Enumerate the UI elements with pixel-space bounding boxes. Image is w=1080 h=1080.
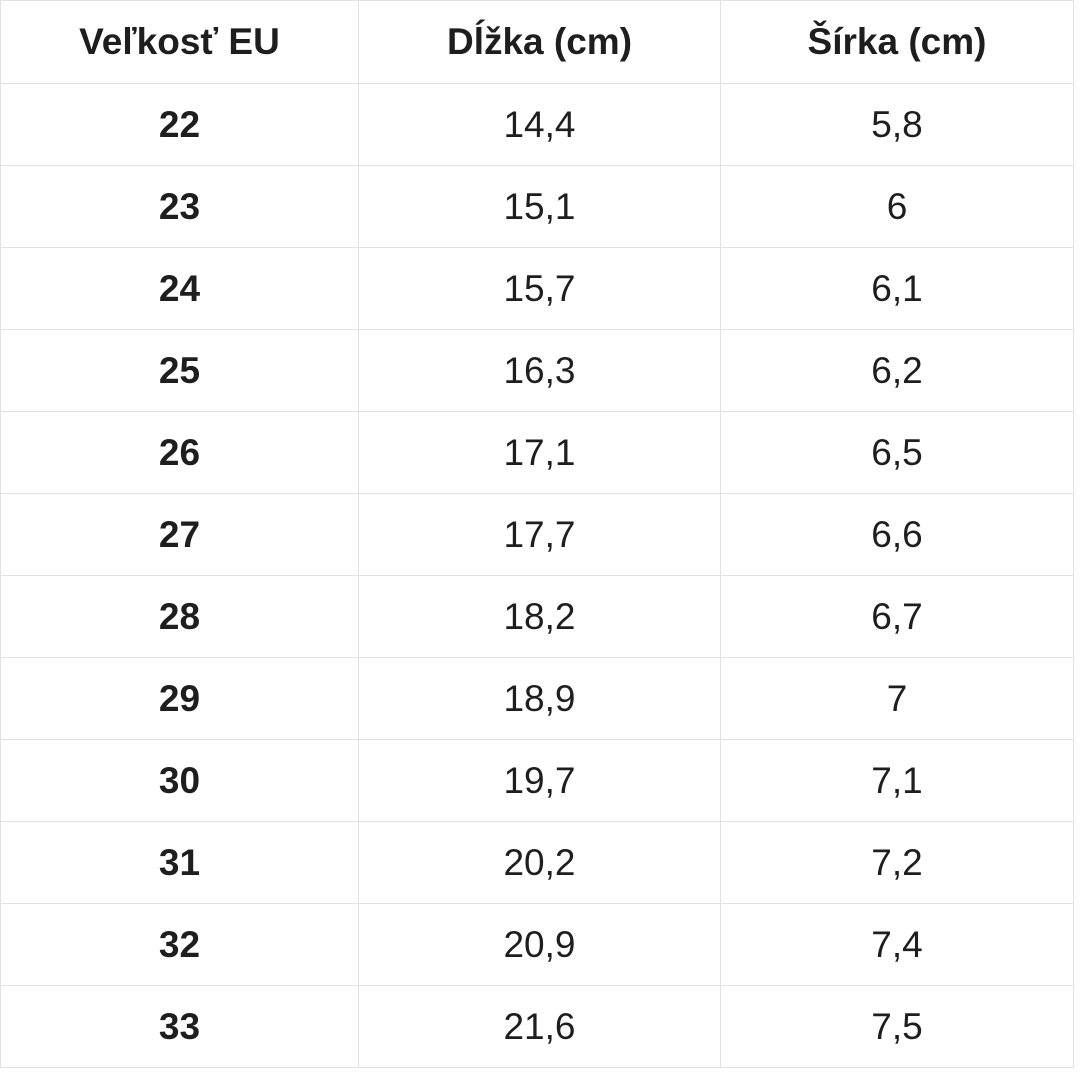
cell-eu-size: 29 xyxy=(0,657,359,740)
cell-width-cm: 6,1 xyxy=(720,247,1074,330)
cell-eu-size: 22 xyxy=(0,83,359,166)
cell-length-cm: 21,6 xyxy=(358,985,721,1068)
cell-eu-size: 27 xyxy=(0,493,359,576)
cell-eu-size: 30 xyxy=(0,739,359,822)
cell-eu-size: 28 xyxy=(0,575,359,658)
cell-width-cm: 7,5 xyxy=(720,985,1074,1068)
cell-length-cm: 14,4 xyxy=(358,83,721,166)
cell-length-cm: 20,2 xyxy=(358,821,721,904)
column-header-eu-size: Veľkosť EU xyxy=(0,0,359,84)
table-row: 33 21,6 7,5 xyxy=(0,985,1074,1068)
cell-length-cm: 16,3 xyxy=(358,329,721,412)
column-header-length-cm: Dĺžka (cm) xyxy=(358,0,721,84)
cell-width-cm: 6,5 xyxy=(720,411,1074,494)
cell-width-cm: 6,2 xyxy=(720,329,1074,412)
cell-eu-size: 23 xyxy=(0,165,359,248)
cell-width-cm: 7,2 xyxy=(720,821,1074,904)
cell-length-cm: 18,9 xyxy=(358,657,721,740)
cell-eu-size: 26 xyxy=(0,411,359,494)
cell-width-cm: 6,6 xyxy=(720,493,1074,576)
cell-width-cm: 6 xyxy=(720,165,1074,248)
cell-eu-size: 25 xyxy=(0,329,359,412)
cell-length-cm: 18,2 xyxy=(358,575,721,658)
table-row: 24 15,7 6,1 xyxy=(0,247,1074,330)
table-row: 31 20,2 7,2 xyxy=(0,821,1074,904)
table-row: 25 16,3 6,2 xyxy=(0,329,1074,412)
cell-width-cm: 5,8 xyxy=(720,83,1074,166)
cell-length-cm: 19,7 xyxy=(358,739,721,822)
table-row: 28 18,2 6,7 xyxy=(0,575,1074,658)
cell-width-cm: 7,1 xyxy=(720,739,1074,822)
cell-length-cm: 15,7 xyxy=(358,247,721,330)
table-row: 27 17,7 6,6 xyxy=(0,493,1074,576)
cell-eu-size: 33 xyxy=(0,985,359,1068)
table-row: 30 19,7 7,1 xyxy=(0,739,1074,822)
cell-width-cm: 6,7 xyxy=(720,575,1074,658)
cell-length-cm: 20,9 xyxy=(358,903,721,986)
cell-eu-size: 31 xyxy=(0,821,359,904)
table-row: 32 20,9 7,4 xyxy=(0,903,1074,986)
cell-length-cm: 17,7 xyxy=(358,493,721,576)
cell-eu-size: 32 xyxy=(0,903,359,986)
cell-length-cm: 17,1 xyxy=(358,411,721,494)
column-header-width-cm: Šírka (cm) xyxy=(720,0,1074,84)
cell-width-cm: 7 xyxy=(720,657,1074,740)
cell-width-cm: 7,4 xyxy=(720,903,1074,986)
table-row: 29 18,9 7 xyxy=(0,657,1074,740)
header-row: Veľkosť EU Dĺžka (cm) Šírka (cm) xyxy=(0,0,1074,84)
cell-eu-size: 24 xyxy=(0,247,359,330)
table-row: 22 14,4 5,8 xyxy=(0,83,1074,166)
table-row: 26 17,1 6,5 xyxy=(0,411,1074,494)
table-row: 23 15,1 6 xyxy=(0,165,1074,248)
cell-length-cm: 15,1 xyxy=(358,165,721,248)
